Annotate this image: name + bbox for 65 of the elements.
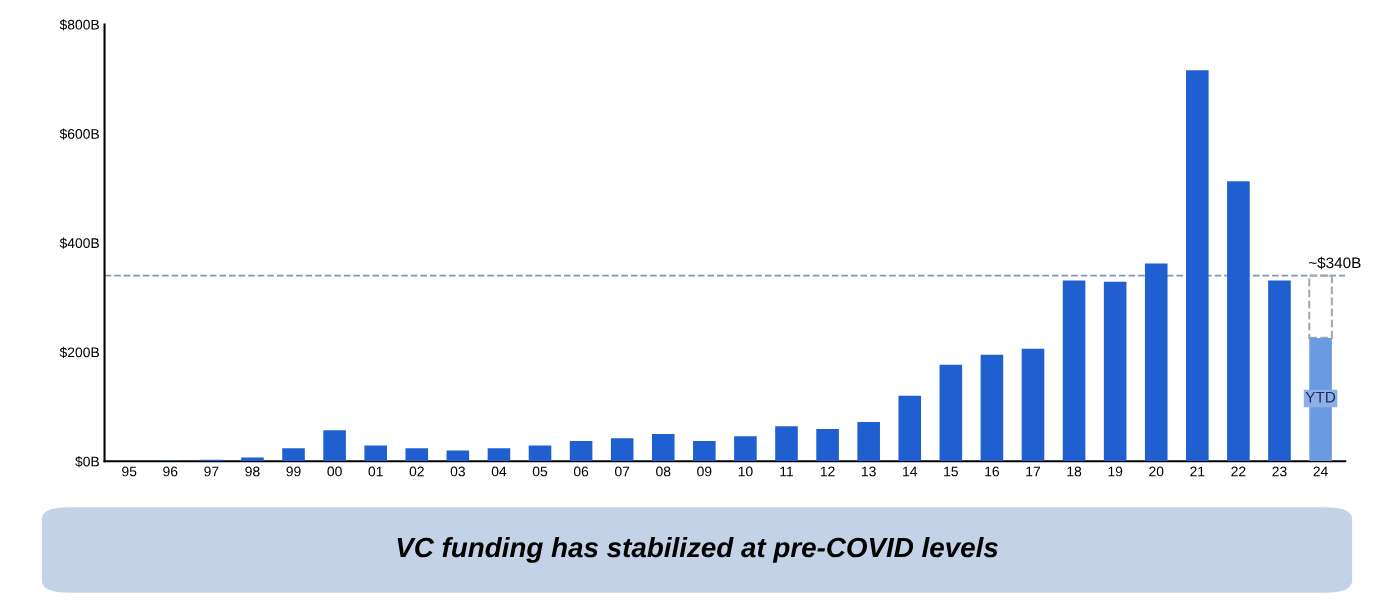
bar bbox=[816, 429, 839, 462]
x-tick-label: 98 bbox=[245, 466, 260, 477]
x-tick-label: 97 bbox=[204, 466, 219, 477]
x-tick-label: 23 bbox=[1272, 466, 1287, 477]
bar bbox=[446, 450, 470, 462]
x-tick-label: 09 bbox=[697, 466, 712, 477]
bar bbox=[1144, 263, 1168, 462]
x-tick-label: 06 bbox=[573, 466, 589, 477]
bar bbox=[651, 434, 675, 462]
x-tick-label: 96 bbox=[163, 466, 178, 477]
x-tick-label: 05 bbox=[532, 466, 548, 477]
bar bbox=[734, 436, 757, 462]
bar bbox=[980, 354, 1004, 462]
bar bbox=[487, 448, 511, 462]
bar bbox=[693, 441, 716, 462]
bar bbox=[241, 457, 264, 462]
x-tick-label: 24 bbox=[1313, 466, 1328, 477]
y-tick-label: $200B bbox=[59, 346, 99, 359]
x-tick-label: 15 bbox=[944, 466, 958, 477]
x-tick-label: 07 bbox=[615, 466, 630, 477]
bar bbox=[569, 441, 593, 462]
bar bbox=[1062, 280, 1086, 462]
x-tick-label: 01 bbox=[368, 466, 383, 477]
x-tick-label: 04 bbox=[491, 466, 507, 477]
bar bbox=[1268, 280, 1291, 462]
x-tick-label: 00 bbox=[327, 466, 342, 477]
bar bbox=[405, 448, 429, 462]
x-tick-label: 17 bbox=[1026, 466, 1041, 477]
bar bbox=[1021, 348, 1045, 462]
bar bbox=[323, 430, 346, 462]
bar bbox=[1186, 70, 1209, 462]
bar bbox=[1103, 281, 1127, 462]
y-tick-label: $800B bbox=[59, 19, 99, 31]
bar bbox=[364, 445, 387, 462]
x-tick-label: 12 bbox=[820, 466, 835, 477]
x-tick-label: 16 bbox=[985, 466, 1000, 477]
x-tick-label: 14 bbox=[903, 466, 918, 477]
x-tick-label: 19 bbox=[1108, 466, 1123, 477]
bar bbox=[775, 426, 798, 462]
bar bbox=[898, 395, 922, 462]
x-tick-label: 10 bbox=[738, 466, 753, 477]
bar bbox=[939, 364, 963, 462]
x-tick-label: 18 bbox=[1067, 466, 1082, 477]
bar bbox=[528, 445, 552, 462]
x-tick-label: 21 bbox=[1190, 466, 1205, 477]
bar bbox=[610, 438, 634, 462]
x-tick-label: 95 bbox=[122, 466, 137, 477]
text: VC funding has stabilized at pre-COVID levels bbox=[397, 536, 998, 563]
x-tick-label: 11 bbox=[780, 466, 794, 477]
bar bbox=[857, 421, 880, 462]
x-tick-label: 13 bbox=[862, 466, 876, 477]
y-tick-label: $400B bbox=[59, 237, 99, 249]
x-tick-label: 99 bbox=[286, 466, 301, 477]
y-tick-label: $0B bbox=[75, 456, 99, 468]
bar bbox=[1227, 181, 1250, 462]
x-tick-label: 08 bbox=[656, 466, 671, 477]
x-tick-label: 20 bbox=[1149, 466, 1164, 477]
bar bbox=[282, 448, 305, 462]
x-tick-label: 22 bbox=[1231, 466, 1246, 477]
bar bbox=[1308, 274, 1333, 339]
y-tick-label: $600B bbox=[59, 128, 99, 140]
annotation: YTD bbox=[1305, 391, 1336, 403]
x-tick-label: 03 bbox=[450, 466, 465, 477]
ref-line-label: ~$340B bbox=[1308, 256, 1361, 270]
x-tick-label: 02 bbox=[409, 466, 424, 477]
